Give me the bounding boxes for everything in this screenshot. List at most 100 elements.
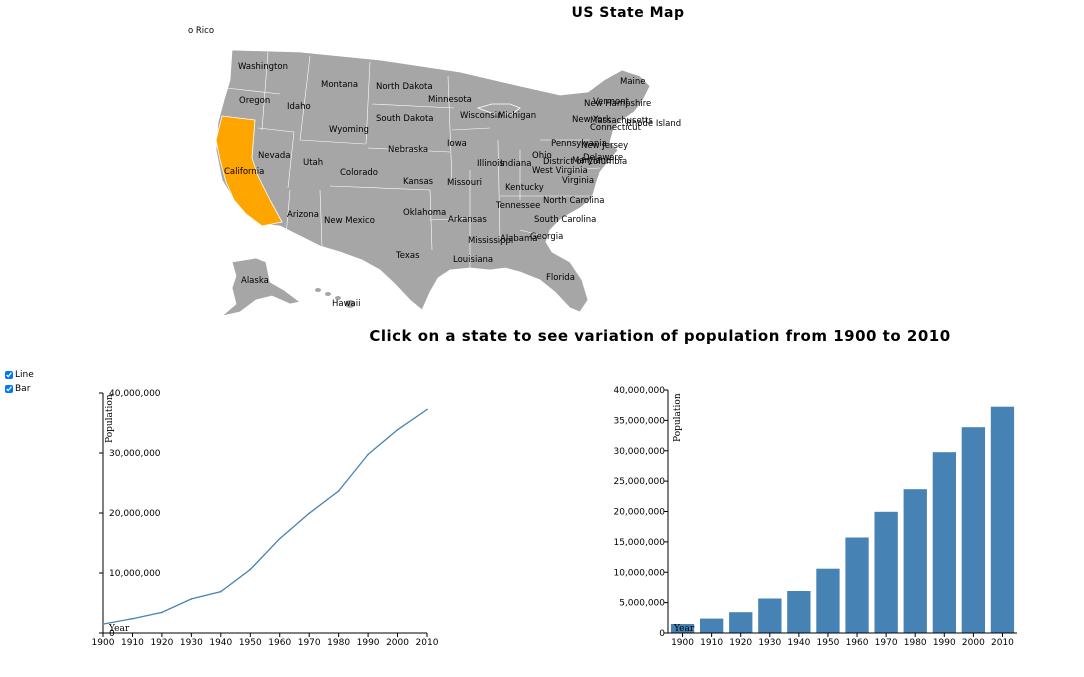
state-label-kentucky[interactable]: Kentucky: [505, 183, 544, 193]
state-label-pennsylvania[interactable]: Pennsylvania: [551, 139, 607, 149]
state-label-delaware[interactable]: Delaware: [583, 153, 623, 163]
state-label-idaho[interactable]: Idaho: [287, 102, 311, 112]
bar-y-tick-label: 30,000,000: [613, 447, 665, 457]
bar-y-tick-label: 35,000,000: [613, 416, 665, 426]
bar-x-tick-label: 1940: [787, 638, 810, 648]
puerto-rico-label-fragment: o Rico: [188, 26, 214, 36]
population-bar[interactable]: [670, 624, 695, 633]
state-label-alabama[interactable]: Alabama: [500, 234, 537, 244]
bar-x-tick-label: 1950: [817, 638, 840, 648]
population-bar[interactable]: [816, 568, 840, 633]
bar-checkbox[interactable]: [5, 385, 13, 393]
population-bar[interactable]: [700, 618, 724, 633]
state-label-rhode-island[interactable]: Rhode Island: [626, 119, 681, 129]
state-label-maine[interactable]: Maine: [620, 77, 646, 87]
state-label-nevada[interactable]: Nevada: [258, 151, 290, 161]
state-label-tennessee[interactable]: Tennessee: [495, 201, 540, 211]
state-label-minnesota[interactable]: Minnesota: [428, 95, 472, 105]
line-x-tick-label: 1950: [239, 638, 262, 648]
line-data-point: [426, 408, 428, 411]
line-data-point: [308, 512, 310, 515]
state-label-florida[interactable]: Florida: [546, 273, 575, 283]
state-label-colorado[interactable]: Colorado: [340, 168, 378, 178]
state-hawaii[interactable]: [315, 288, 355, 308]
chart-instructions: Click on a state to see variation of pop…: [369, 327, 951, 345]
bar-toggle[interactable]: Bar: [4, 382, 34, 396]
state-alaska[interactable]: [221, 257, 301, 317]
state-label-south-dakota[interactable]: South Dakota: [376, 114, 434, 124]
state-label-california[interactable]: California: [224, 167, 264, 177]
population-bar[interactable]: [961, 427, 985, 633]
state-label-ohio[interactable]: Ohio: [532, 151, 552, 161]
state-label-michigan[interactable]: Michigan: [498, 111, 536, 121]
state-label-district-of-columbia[interactable]: District of Columbia: [543, 157, 627, 167]
state-label-alaska[interactable]: Alaska: [241, 276, 269, 286]
us-state-map[interactable]: Washington Oregon Idaho Montana North Dakota…: [0, 0, 700, 325]
population-bar[interactable]: [787, 591, 811, 633]
bars: [670, 406, 1015, 634]
state-label-massachusetts[interactable]: Massachusetts: [590, 116, 653, 126]
state-label-utah[interactable]: Utah: [303, 158, 323, 168]
state-border-lines: [225, 51, 601, 270]
state-label-north-carolina[interactable]: North Carolina: [543, 196, 604, 206]
line-x-tick-label: 1930: [180, 638, 203, 648]
state-label-louisiana[interactable]: Louisiana: [453, 255, 493, 265]
state-label-kansas[interactable]: Kansas: [403, 177, 434, 187]
population-bar[interactable]: [845, 537, 869, 634]
chart-toggle-controls: Line Bar: [4, 368, 34, 396]
bar-x-tick-label: 1980: [904, 638, 927, 648]
bar-y-axis: 0 5,000,000 10,000,000 15,000,000 20,000,000…: [613, 386, 669, 639]
state-label-missouri[interactable]: Missouri: [447, 178, 482, 188]
state-label-nebraska[interactable]: Nebraska: [388, 145, 428, 155]
state-label-montana[interactable]: Montana: [321, 80, 358, 90]
state-label-oklahoma[interactable]: Oklahoma: [403, 208, 446, 218]
map-title: US State Map: [571, 5, 685, 21]
state-label-north-dakota[interactable]: North Dakota: [376, 82, 433, 92]
state-label-texas[interactable]: Texas: [395, 251, 420, 261]
michigan-upper-peninsula[interactable]: [476, 103, 521, 115]
state-label-vermont[interactable]: Vermont: [593, 97, 630, 107]
line-data-point: [367, 453, 369, 456]
population-bar[interactable]: [874, 511, 898, 633]
population-bar[interactable]: [990, 406, 1015, 633]
states-layer[interactable]: [215, 49, 651, 317]
state-label-virginia[interactable]: Virginia: [562, 176, 594, 186]
state-label-mississippi[interactable]: Mississippi: [468, 236, 513, 246]
state-label-wisconsin[interactable]: Wisconsin: [460, 111, 502, 121]
state-label-iowa[interactable]: Iowa: [447, 139, 467, 149]
line-data-point: [131, 617, 134, 620]
state-label-arkansas[interactable]: Arkansas: [448, 215, 487, 225]
state-label-south-carolina[interactable]: South Carolina: [534, 215, 596, 225]
bar-y-tick-label: 15,000,000: [613, 538, 665, 548]
population-line-chart: 0 10,000,000 20,000,000 30,000,000 40,000,00…: [92, 389, 439, 648]
state-label-maryland[interactable]: Maryland: [572, 156, 611, 166]
continental-us-landmass[interactable]: [215, 49, 651, 313]
state-label-hawaii[interactable]: Hawaii: [332, 299, 360, 309]
state-label-washington[interactable]: Washington: [238, 62, 288, 72]
state-label-west-virginia[interactable]: West Virginia: [532, 166, 588, 176]
line-data-point: [190, 598, 193, 600]
population-bar[interactable]: [758, 598, 782, 634]
state-california[interactable]: [215, 115, 283, 227]
line-y-tick-label: 10,000,000: [109, 569, 161, 579]
state-label-new-york[interactable]: New York: [572, 115, 611, 125]
line-data-point: [161, 611, 163, 614]
state-label-illinois[interactable]: Illinois: [477, 159, 505, 169]
state-label-wyoming[interactable]: Wyoming: [329, 125, 369, 135]
line-x-tick-label: 2010: [416, 638, 439, 648]
state-label-arizona[interactable]: Arizona: [287, 210, 319, 220]
state-label-connecticut[interactable]: Connecticut: [590, 123, 642, 133]
population-bar[interactable]: [932, 452, 956, 633]
state-label-oregon[interactable]: Oregon: [239, 96, 270, 106]
line-checkbox[interactable]: [5, 371, 13, 379]
population-bar[interactable]: [903, 489, 927, 633]
state-label-new-mexico[interactable]: New Mexico: [324, 216, 375, 226]
state-label-new-jersey[interactable]: New Jersey: [581, 141, 628, 151]
line-toggle[interactable]: Line: [4, 368, 34, 382]
population-bar[interactable]: [729, 612, 753, 633]
state-label-indiana[interactable]: Indiana: [500, 159, 531, 169]
state-label-georgia[interactable]: Georgia: [530, 232, 563, 242]
population-line: [102, 408, 428, 625]
bar-x-axis: 1900 1910 1920 1930 1940 1950 1960 1970 1980 1990…: [668, 632, 1017, 648]
state-label-new-hampshire[interactable]: New Hampshire: [584, 99, 651, 109]
